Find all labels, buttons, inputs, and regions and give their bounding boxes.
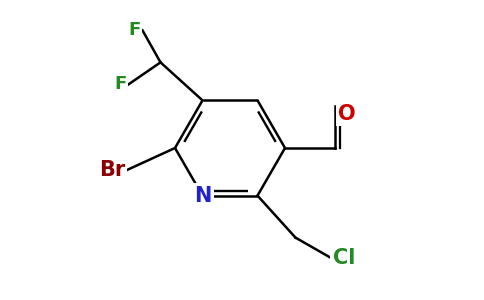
Text: N: N <box>194 186 211 206</box>
Text: Cl: Cl <box>333 248 355 268</box>
Text: F: F <box>114 75 126 93</box>
Text: Br: Br <box>99 160 125 180</box>
Text: F: F <box>128 21 140 39</box>
Text: O: O <box>338 104 356 124</box>
